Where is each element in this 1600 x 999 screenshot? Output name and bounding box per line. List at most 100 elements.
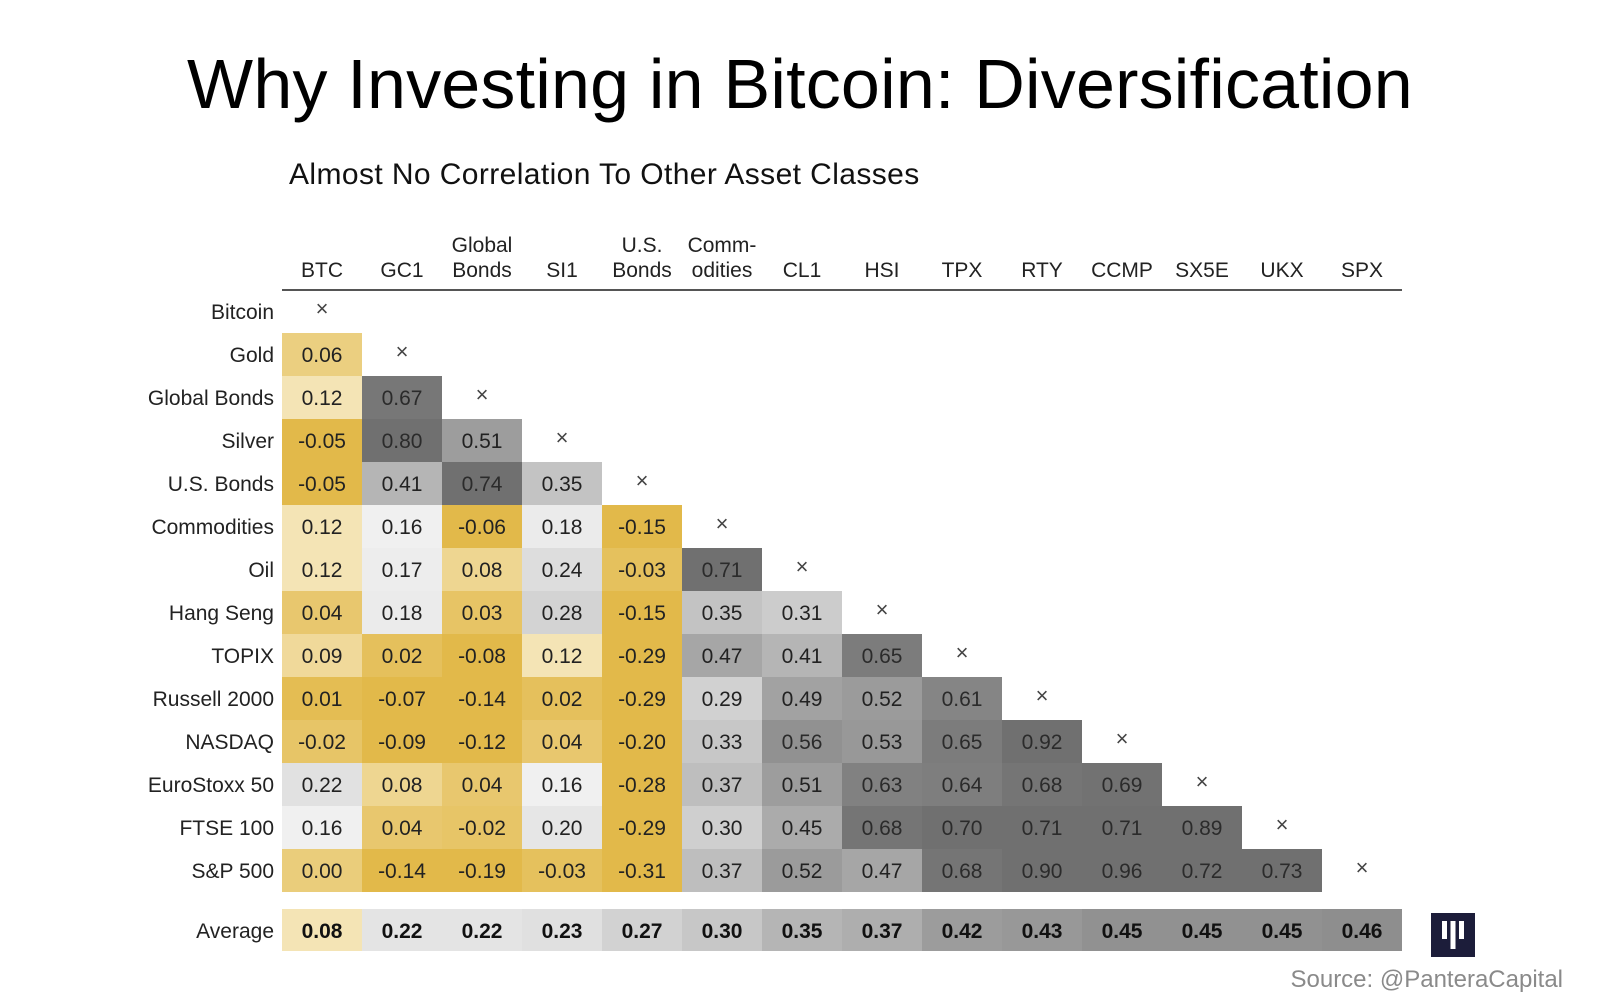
heatmap-cell	[522, 720, 602, 763]
heatmap-cell	[1162, 806, 1242, 849]
average-cell	[682, 909, 762, 951]
cell-value: 0.71	[1102, 817, 1143, 840]
column-header: BTC	[301, 259, 343, 282]
cell-value: -0.09	[378, 731, 426, 754]
cell-value: 0.92	[1022, 731, 1063, 754]
cell-value: 0.70	[942, 817, 983, 840]
cell-value: -0.07	[378, 688, 426, 711]
average-cell	[762, 909, 842, 951]
heatmap-cell	[1002, 763, 1082, 806]
column-header: SPX	[1341, 259, 1383, 282]
heatmap-cell	[442, 548, 522, 591]
heatmap-cell	[602, 677, 682, 720]
heatmap-cell	[602, 720, 682, 763]
row-label: Hang Seng	[169, 602, 274, 625]
heatmap-cell	[682, 763, 762, 806]
heatmap-cell	[442, 677, 522, 720]
heatmap-cell	[602, 806, 682, 849]
row-label: Silver	[221, 430, 274, 453]
cell-value: 0.51	[462, 430, 503, 453]
average-cell	[602, 909, 682, 951]
heatmap-cell	[362, 548, 442, 591]
heatmap-cell	[522, 806, 602, 849]
heatmap-cell	[362, 419, 442, 462]
heatmap-cell	[762, 849, 842, 892]
cell-value: 0.64	[942, 774, 983, 797]
diagonal-marker: ×	[876, 597, 889, 622]
column-header-line1: U.S.	[622, 234, 663, 257]
column-header: odities	[692, 259, 753, 282]
cell-value: -0.03	[618, 559, 666, 582]
cell-value: -0.08	[458, 645, 506, 668]
cell-value: 0.30	[702, 817, 743, 840]
row-label: NASDAQ	[185, 731, 274, 754]
cell-value: 0.47	[862, 860, 903, 883]
cell-value: 0.17	[382, 559, 423, 582]
column-header: GC1	[380, 259, 423, 282]
column-header: UKX	[1260, 259, 1303, 282]
row-label: Oil	[248, 559, 274, 582]
cell-value: 0.29	[702, 688, 743, 711]
cell-value: 0.65	[862, 645, 903, 668]
average-cell	[1322, 909, 1402, 951]
average-cell	[842, 909, 922, 951]
cell-value: 0.41	[782, 645, 823, 668]
heatmap-cell	[282, 591, 362, 634]
row-label: Commodities	[151, 516, 274, 539]
heatmap-cell	[922, 849, 1002, 892]
cell-value: -0.19	[458, 860, 506, 883]
cell-value: 0.04	[542, 731, 583, 754]
heatmap-cell	[442, 720, 522, 763]
average-value: 0.27	[622, 920, 663, 943]
heatmap-cell	[842, 634, 922, 677]
cell-value: -0.03	[538, 860, 586, 883]
heatmap-cell	[1002, 806, 1082, 849]
cell-value: 0.69	[1102, 774, 1143, 797]
heatmap-cell	[1242, 849, 1322, 892]
cell-value: 0.03	[462, 602, 503, 625]
heatmap-cell	[522, 548, 602, 591]
heatmap-cell	[922, 677, 1002, 720]
cell-value: -0.02	[458, 817, 506, 840]
average-cell	[1002, 909, 1082, 951]
column-header-line1: Comm-	[688, 234, 757, 257]
cell-value: 0.08	[382, 774, 423, 797]
heatmap-cell	[362, 591, 442, 634]
diagonal-marker: ×	[956, 640, 969, 665]
heatmap-cell	[1002, 720, 1082, 763]
column-header: CCMP	[1091, 259, 1153, 282]
heatmap-cell	[1002, 849, 1082, 892]
cell-value: -0.29	[618, 645, 666, 668]
cell-value: 0.52	[862, 688, 903, 711]
average-cell	[282, 909, 362, 951]
cell-value: 0.12	[302, 559, 343, 582]
cell-value: 0.16	[542, 774, 583, 797]
average-value: 0.46	[1342, 920, 1383, 943]
heatmap-cell	[362, 462, 442, 505]
diagonal-marker: ×	[1356, 855, 1369, 880]
heatmap-cell	[522, 591, 602, 634]
heatmap-cell	[682, 849, 762, 892]
heatmap-cell	[842, 806, 922, 849]
heatmap-cell	[362, 763, 442, 806]
heatmap-cell	[362, 505, 442, 548]
cell-value: 0.22	[302, 774, 343, 797]
cell-value: -0.29	[618, 817, 666, 840]
heatmap-cell	[682, 720, 762, 763]
cell-value: 0.53	[862, 731, 903, 754]
average-cell	[922, 909, 1002, 951]
diagonal-marker: ×	[1196, 769, 1209, 794]
column-header: Bonds	[612, 259, 672, 282]
heatmap-cell	[682, 677, 762, 720]
heatmap-cell	[362, 376, 442, 419]
cell-value: -0.05	[298, 430, 346, 453]
heatmap-cell	[762, 806, 842, 849]
cell-value: 0.71	[702, 559, 743, 582]
average-cell	[1082, 909, 1162, 951]
cell-value: 0.08	[462, 559, 503, 582]
heatmap-cell	[682, 548, 762, 591]
cell-value: 0.01	[302, 688, 343, 711]
row-label: S&P 500	[191, 860, 274, 883]
diagonal-marker: ×	[796, 554, 809, 579]
